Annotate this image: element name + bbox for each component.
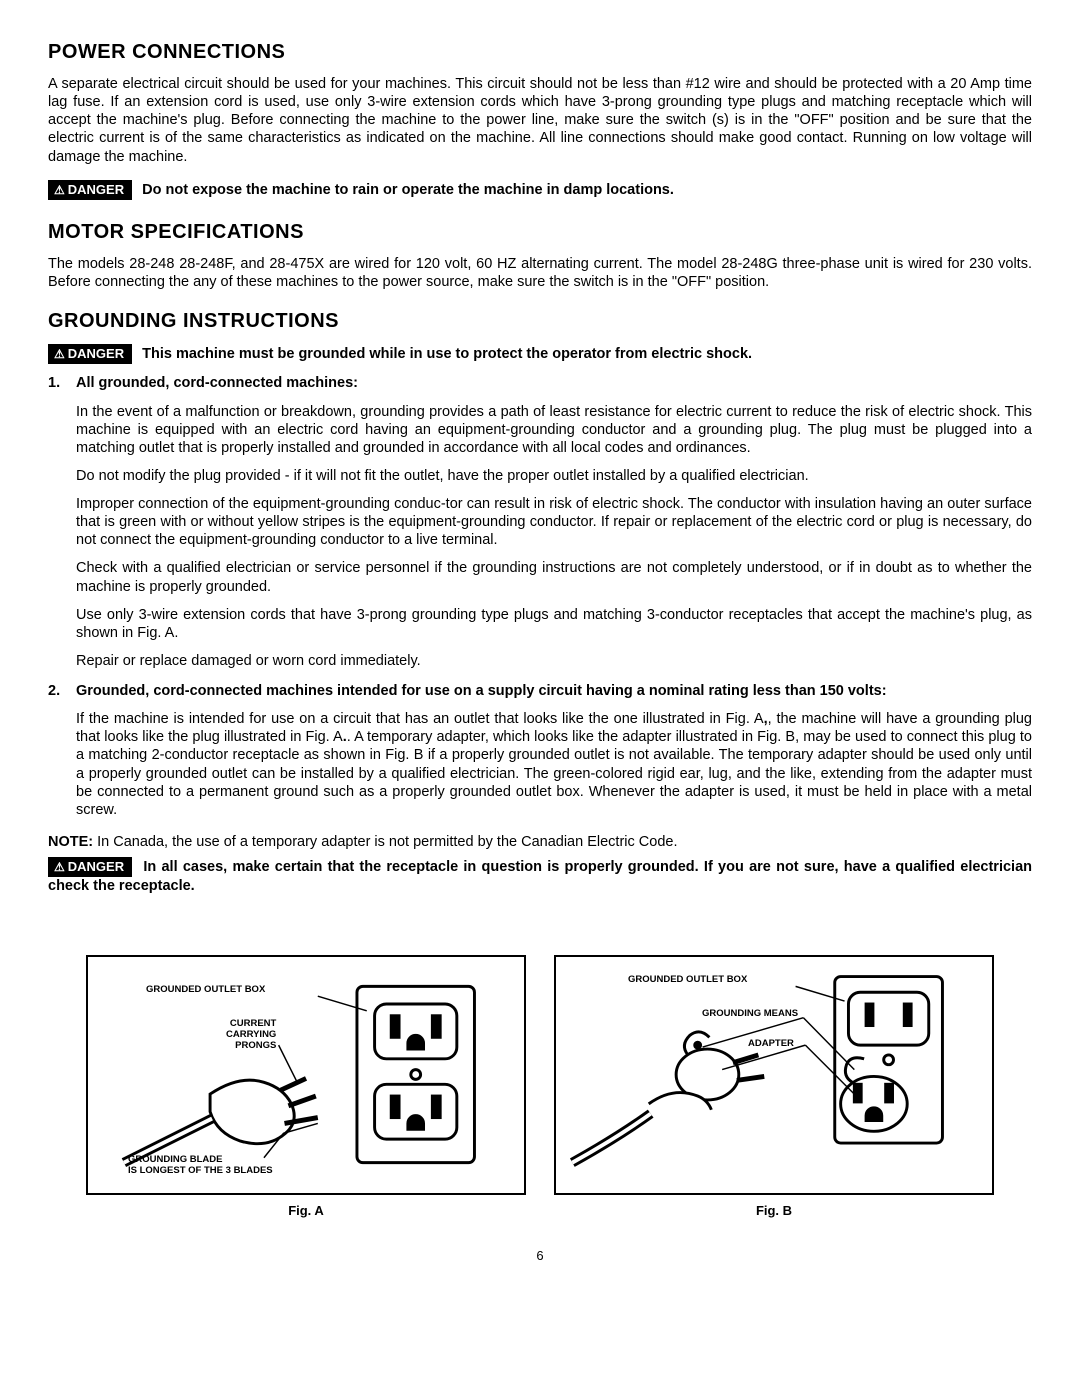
item1-p2: Do not modify the plug provided - if it …: [76, 467, 1032, 485]
figa-label-prongs: CURRENT CARRYING PRONGS: [226, 1019, 276, 1052]
heading-grounding: GROUNDING INSTRUCTIONS: [48, 309, 1032, 334]
item2-p1: If the machine is intended for use on a …: [76, 710, 1032, 819]
danger-grounding-top: DANGER This machine must be grounded whi…: [48, 344, 1032, 364]
power-connections-body: A separate electrical circuit should be …: [48, 75, 1032, 166]
danger-badge: DANGER: [48, 857, 132, 877]
list-item-2: 2. Grounded, cord-connected machines int…: [48, 682, 1032, 829]
figure-b: GROUNDED OUTLET BOX GROUNDING MEANS ADAP…: [554, 955, 994, 1219]
grounding-note: NOTE: In Canada, the use of a temporary …: [48, 833, 1032, 851]
figure-a-frame: GROUNDED OUTLET BOX CURRENT CARRYING PRO…: [86, 955, 526, 1195]
item1-p3: Improper connection of the equipment-gro…: [76, 495, 1032, 549]
danger-badge: DANGER: [48, 180, 132, 200]
figa-label-outlet-box: GROUNDED OUTLET BOX: [146, 985, 265, 996]
figure-a-caption: Fig. A: [86, 1203, 526, 1219]
figb-label-outlet-box: GROUNDED OUTLET BOX: [628, 975, 747, 986]
danger-power: DANGER Do not expose the machine to rain…: [48, 180, 1032, 200]
danger-power-text: Do not expose the machine to rain or ope…: [142, 182, 674, 198]
item1-p1: In the event of a malfunction or breakdo…: [76, 403, 1032, 457]
figa-label-blade: GROUNDING BLADE IS LONGEST OF THE 3 BLAD…: [128, 1155, 273, 1177]
heading-power-connections: POWER CONNECTIONS: [48, 40, 1032, 65]
danger-badge: DANGER: [48, 344, 132, 364]
list-number: 2.: [48, 682, 76, 829]
danger-grounding-bottom: DANGER In all cases, make certain that t…: [48, 857, 1032, 895]
figb-label-means: GROUNDING MEANS: [702, 1009, 798, 1020]
figb-label-adapter: ADAPTER: [748, 1039, 794, 1050]
figure-b-svg: [556, 957, 996, 1192]
danger-grounding-top-text: This machine must be grounded while in u…: [142, 346, 752, 362]
heading-motor-specs: MOTOR SPECIFICATIONS: [48, 220, 1032, 245]
item2-heading: Grounded, cord-connected machines intend…: [76, 682, 1032, 700]
item1-heading: All grounded, cord-connected machines:: [76, 374, 1032, 392]
danger-grounding-bottom-text: In all cases, make certain that the rece…: [48, 859, 1032, 894]
grounding-list: 1. All grounded, cord-connected machines…: [48, 374, 1032, 829]
motor-specs-body: The models 28-248 28-248F, and 28-475X a…: [48, 255, 1032, 291]
figures-row: GROUNDED OUTLET BOX CURRENT CARRYING PRO…: [48, 955, 1032, 1219]
list-item-1: 1. All grounded, cord-connected machines…: [48, 374, 1032, 680]
figure-a: GROUNDED OUTLET BOX CURRENT CARRYING PRO…: [86, 955, 526, 1219]
item1-p4: Check with a qualified electrician or se…: [76, 559, 1032, 595]
item1-p6: Repair or replace damaged or worn cord i…: [76, 652, 1032, 670]
page-number: 6: [48, 1248, 1032, 1264]
figure-b-frame: GROUNDED OUTLET BOX GROUNDING MEANS ADAP…: [554, 955, 994, 1195]
list-number: 1.: [48, 374, 76, 680]
figure-b-caption: Fig. B: [554, 1203, 994, 1219]
item1-p5: Use only 3-wire extension cords that hav…: [76, 606, 1032, 642]
